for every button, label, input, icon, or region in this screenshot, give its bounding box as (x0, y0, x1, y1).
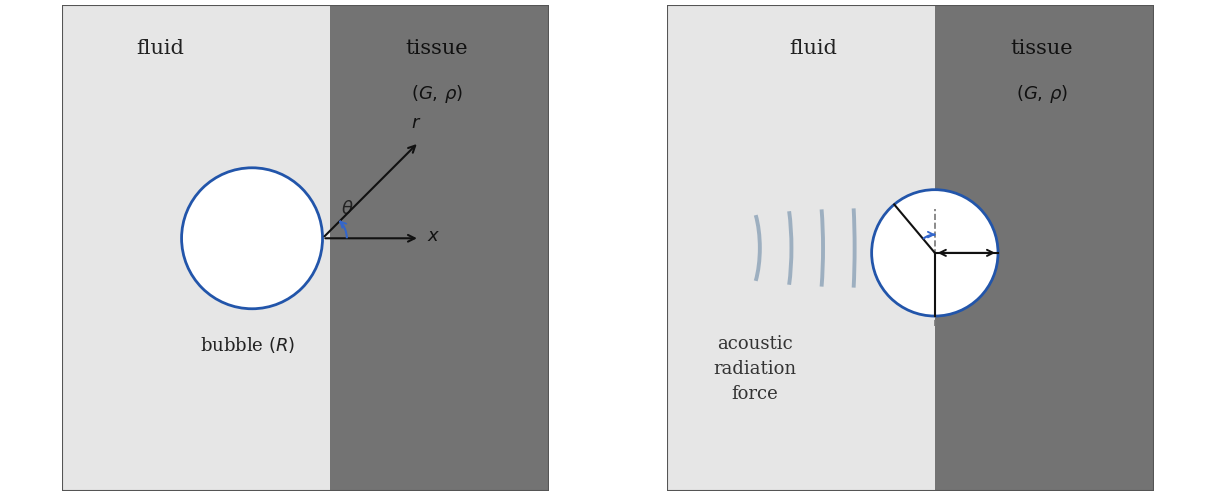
Bar (63, 5, 330, 491)
Bar (668, 5, 935, 491)
Circle shape (182, 168, 323, 309)
Text: $\theta_h$: $\theta_h$ (878, 225, 898, 247)
Text: tissue: tissue (405, 39, 468, 58)
Text: tissue: tissue (1010, 39, 1073, 58)
Text: fluid: fluid (136, 39, 184, 58)
Text: $(G,\,\rho)$: $(G,\,\rho)$ (1015, 83, 1067, 105)
Text: $x$: $x$ (427, 227, 440, 245)
Text: $r$: $r$ (411, 114, 421, 132)
Text: $\theta$: $\theta$ (341, 200, 353, 218)
Text: fluid: fluid (789, 39, 837, 58)
Bar (330, 5, 548, 491)
Circle shape (871, 189, 998, 316)
Text: $(G,\,\rho)$: $(G,\,\rho)$ (410, 83, 462, 105)
Bar (935, 5, 1153, 491)
Text: bubble $(R)$: bubble $(R)$ (200, 335, 295, 356)
Text: $h$: $h$ (961, 224, 973, 242)
Text: acoustic
radiation
force: acoustic radiation force (714, 335, 796, 403)
